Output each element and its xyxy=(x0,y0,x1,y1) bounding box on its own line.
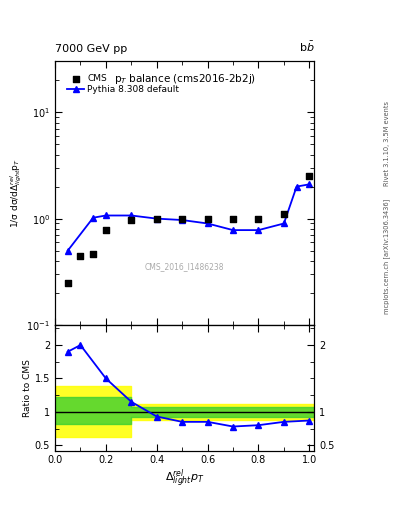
CMS xyxy=(255,215,262,223)
CMS xyxy=(77,251,84,260)
Y-axis label: Ratio to CMS: Ratio to CMS xyxy=(23,359,32,417)
Text: mcplots.cern.ch [arXiv:1306.3436]: mcplots.cern.ch [arXiv:1306.3436] xyxy=(384,198,391,314)
Text: CMS_2016_I1486238: CMS_2016_I1486238 xyxy=(145,263,224,271)
X-axis label: $\Delta^{rel}_{light}p_T$: $\Delta^{rel}_{light}p_T$ xyxy=(165,468,204,490)
Pythia 8.308 default xyxy=(231,227,235,233)
Legend: CMS, Pythia 8.308 default: CMS, Pythia 8.308 default xyxy=(64,70,183,98)
Text: p$_T$ balance (cms2016-2b2j): p$_T$ balance (cms2016-2b2j) xyxy=(114,72,256,86)
Line: Pythia 8.308 default: Pythia 8.308 default xyxy=(64,181,313,254)
CMS xyxy=(306,172,312,180)
Pythia 8.308 default xyxy=(65,248,70,254)
Pythia 8.308 default xyxy=(281,221,286,227)
Pythia 8.308 default xyxy=(205,221,210,227)
CMS xyxy=(103,226,109,234)
Pythia 8.308 default xyxy=(307,181,312,187)
Text: Rivet 3.1.10, 3.5M events: Rivet 3.1.10, 3.5M events xyxy=(384,101,390,186)
Pythia 8.308 default xyxy=(91,215,95,221)
Pythia 8.308 default xyxy=(129,212,134,219)
Pythia 8.308 default xyxy=(180,217,185,223)
CMS xyxy=(179,215,185,223)
Pythia 8.308 default xyxy=(103,212,108,219)
Pythia 8.308 default xyxy=(154,216,159,222)
CMS xyxy=(64,279,71,287)
Pythia 8.308 default xyxy=(256,227,261,233)
CMS xyxy=(281,210,287,218)
Y-axis label: 1/σ dσ/dΔ$^{rel}_{light}$p$_T$: 1/σ dσ/dΔ$^{rel}_{light}$p$_T$ xyxy=(8,158,24,228)
Text: 7000 GeV pp: 7000 GeV pp xyxy=(55,44,127,54)
Text: b$\bar{b}$: b$\bar{b}$ xyxy=(299,39,314,54)
CMS xyxy=(230,215,236,223)
CMS xyxy=(128,216,134,224)
CMS xyxy=(90,249,96,258)
CMS xyxy=(204,215,211,223)
Pythia 8.308 default xyxy=(294,183,299,189)
CMS xyxy=(154,215,160,223)
